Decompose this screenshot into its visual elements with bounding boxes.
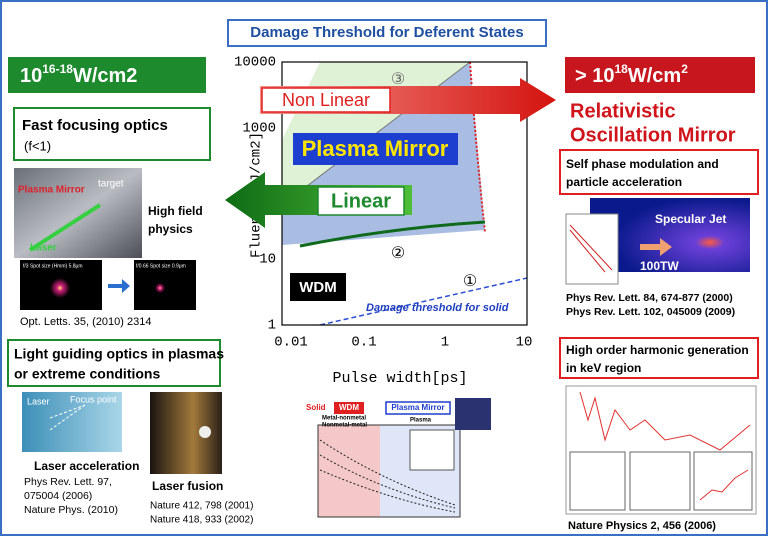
region-mark: ② [391, 245, 405, 262]
right-header-sup: 18 [614, 62, 628, 76]
title: Damage Threshold for Deferent States [250, 24, 523, 41]
reference: Phys Rev. Lett. 84, 674-877 (2000) [566, 292, 733, 304]
figure-inset [410, 430, 454, 470]
left-header-sup: 16-18 [42, 62, 73, 76]
plasma-mirror-label: Plasma Mirror [302, 136, 449, 161]
reference: 075004 (2006) [24, 490, 92, 502]
fusion-label: Laser fusion [152, 479, 223, 493]
plasma-label: Plasma [410, 418, 432, 424]
wdm-mini-label: WDM [339, 403, 359, 412]
right-header: > 1018W/cm2 [575, 62, 688, 87]
right-subtitle: Oscillation Mirror [570, 124, 736, 146]
x-axis-label: Pulse width[ps] [332, 370, 467, 387]
acceleration-label: Laser acceleration [34, 459, 139, 473]
photo-label: target [98, 179, 124, 190]
threshold-label: Damage threshold for solid [366, 302, 509, 314]
fusion-target [199, 426, 211, 438]
page: { "title": "Damage Threshold for Deferen… [0, 0, 768, 536]
photo-label: Laser [30, 243, 57, 254]
guiding-heading: or extreme conditions [14, 366, 160, 382]
transition-label: Nonmetal-metal [322, 423, 367, 429]
high-field-label: physics [148, 222, 193, 236]
spot [50, 278, 70, 298]
focusing-sub: (f<1) [24, 138, 51, 153]
solid-label: Solid [306, 403, 326, 412]
left-header-unit: W/cm2 [73, 65, 137, 87]
left-header: 1016-18W/cm2 [20, 62, 137, 87]
phase-heading: Self phase modulation and [566, 157, 719, 171]
reference: Nature 412, 798 (2001) [150, 501, 253, 512]
photo-label: Focus point [70, 394, 117, 404]
linear-label: Linear [331, 190, 391, 212]
nonlinear-label: Non Linear [282, 90, 370, 110]
figure-photo [455, 398, 491, 430]
photo-label: Plasma Mirror [18, 185, 85, 196]
harmonic-heading: in keV region [566, 361, 641, 375]
reference: Nature Phys. (2010) [24, 504, 118, 516]
reference: Phys Rev. Lett. 102, 045009 (2009) [566, 306, 735, 318]
reference: Nature Physics 2, 456 (2006) [568, 520, 716, 532]
y-tick-label: 10000 [234, 55, 276, 71]
region-mark: ③ [391, 71, 405, 88]
fusion-photo [150, 392, 222, 474]
left-header-base: 10 [20, 65, 42, 87]
x-tick-label: 10 [516, 335, 533, 351]
wdm-label: WDM [299, 279, 337, 296]
spot-label: f/0.66 Spot size 0.9μm [136, 263, 186, 269]
harmonic-heading: High order harmonic generation [566, 343, 749, 357]
x-tick-label: 0.01 [274, 335, 308, 351]
transition-label: Metal-nonmetal [322, 416, 366, 422]
high-field-label: High field [148, 204, 203, 218]
right-header-prefix: > 10 [575, 65, 614, 87]
right-header-unit-sup: 2 [681, 62, 688, 76]
region-mark: ① [463, 273, 477, 290]
reference: Phys Rev. Lett. 97, [24, 476, 112, 488]
right-subtitle: Relativistic [570, 100, 676, 122]
harmonic-inset [570, 452, 625, 510]
phase-heading: particle acceleration [566, 175, 682, 189]
guiding-heading: Light guiding optics in plasmas [14, 346, 224, 362]
focusing-heading: Fast focusing optics [22, 117, 168, 134]
photo-label: 100TW [640, 259, 679, 273]
reference: Nature 418, 933 (2002) [150, 515, 253, 526]
photo-label: Specular Jet [655, 212, 726, 226]
right-header-unit: W/cm [628, 65, 681, 87]
spot-label: f/3 Spot size (Hmm) 5.8μm [23, 263, 83, 269]
x-tick-label: 0.1 [351, 335, 376, 351]
harmonic-inset [694, 452, 752, 510]
reference: Opt. Letts. 35, (2010) 2314 [20, 316, 151, 328]
harmonic-inset [630, 452, 690, 510]
x-tick-label: 1 [441, 335, 449, 351]
spot [155, 283, 165, 293]
photo-label: Laser [27, 396, 50, 406]
slide: Damage Threshold for Deferent States 101… [0, 0, 768, 536]
plasma-mini-label: Plasma Mirror [391, 403, 444, 412]
y-tick-label: 1 [268, 318, 276, 334]
